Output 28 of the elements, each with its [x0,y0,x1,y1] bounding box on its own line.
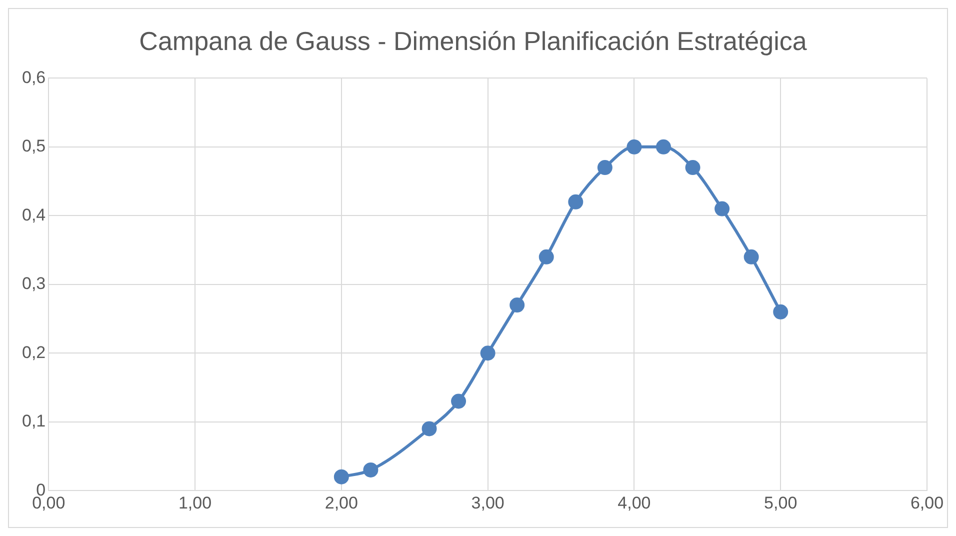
point [685,160,700,176]
point [744,249,759,264]
x-tick-label: 4,00 [618,493,651,512]
x-tick-label: 3,00 [471,493,504,512]
point [597,160,612,176]
point [626,139,642,154]
point [451,394,466,409]
chart-title: Campana de Gauss - Dimensión Planificación Estratégica [139,26,808,56]
point [568,194,584,210]
x-tick-label: 6,00 [910,493,944,512]
point [510,298,525,313]
point [656,139,671,154]
x-tick-label: 2,00 [324,493,358,512]
y-tick-label: 0,5 [22,136,46,156]
point [714,201,730,216]
point [422,421,437,436]
point [334,469,349,484]
x-tick-label: 5,00 [764,493,798,512]
point [773,304,788,320]
point [538,249,554,264]
point [480,346,496,361]
point [363,462,378,478]
y-tick-label: 0,4 [22,205,46,224]
y-tick-label: 0,1 [22,412,46,431]
y-tick-label: 0,3 [22,274,46,294]
y-tick-label: 0,2 [22,342,46,362]
y-tick-label: 0,6 [22,68,46,87]
x-tick-label: 1,00 [178,493,212,512]
